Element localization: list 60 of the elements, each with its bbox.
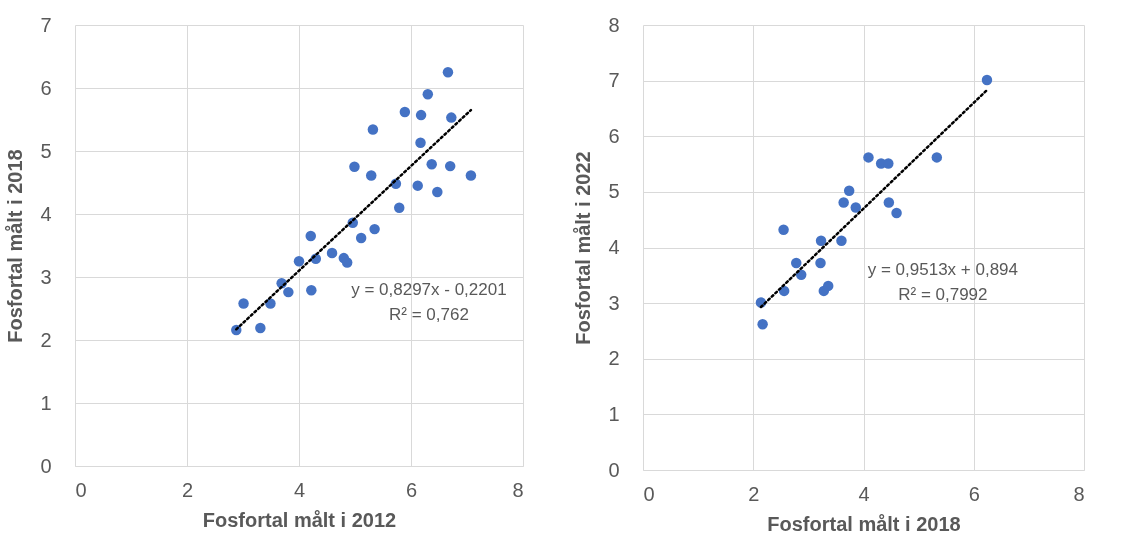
y-tick-label: 3 [40, 265, 52, 288]
x-tick-label: 4 [293, 478, 306, 501]
y-tick-label: 7 [40, 13, 52, 36]
x-axis-title: Fosfortal målt i 2018 [767, 512, 961, 535]
y-axis-title: Fosfortal målt i 2018 [4, 149, 27, 343]
annotation: R² = 0,7992 [898, 284, 988, 304]
point [283, 286, 294, 298]
point [255, 322, 266, 334]
y-tick-label: 1 [40, 391, 52, 414]
y-tick-label: 4 [608, 236, 620, 258]
x-tick-label: 2 [748, 482, 760, 505]
point [422, 89, 434, 100]
y-tick-label: 0 [40, 454, 52, 477]
point [326, 247, 338, 259]
point [432, 186, 443, 198]
annotation: y = 0,9513x + 0,894 [867, 259, 1019, 279]
point [412, 180, 423, 191]
x-tick-label: 6 [968, 482, 980, 505]
point [415, 109, 427, 121]
y-tick-label: 2 [608, 347, 620, 370]
y-axis-title: Fosfortal målt i 2022 [572, 151, 595, 345]
point [293, 256, 305, 267]
point [355, 232, 367, 244]
point [444, 160, 456, 172]
annotation: R² = 0,762 [388, 304, 469, 324]
point [394, 202, 405, 213]
y-tick-label: 3 [608, 291, 620, 314]
x-axis-title: Fosfortal målt i 2012 [202, 508, 397, 531]
y-tick-label: 1 [608, 402, 620, 425]
point [366, 170, 377, 181]
point [426, 159, 437, 170]
point [446, 112, 457, 123]
x-tick-label: 8 [512, 478, 524, 501]
x-tick-label: 8 [1073, 482, 1085, 505]
point [369, 223, 380, 235]
point [349, 161, 360, 172]
x-tick-label: 4 [858, 482, 870, 505]
x-tick-label: 0 [643, 482, 655, 505]
x-tick-label: 2 [181, 478, 194, 501]
point [367, 124, 379, 135]
y-tick-label: 7 [608, 69, 620, 92]
point [238, 298, 249, 309]
x-tick-label: 6 [405, 478, 418, 501]
y-tick-label: 4 [40, 202, 52, 225]
y-tick-label: 5 [40, 139, 52, 162]
y-tick-label: 6 [40, 76, 52, 99]
annotation: y = 0,8297x - 0,2201 [351, 279, 507, 299]
point [305, 230, 316, 242]
point [306, 285, 317, 296]
point [399, 106, 411, 118]
point [442, 67, 454, 78]
x-tick-label: 0 [75, 478, 87, 501]
point [341, 257, 353, 268]
y-tick-label: 8 [608, 13, 620, 36]
point [415, 137, 426, 149]
point [465, 170, 477, 181]
y-tick-label: 2 [40, 328, 52, 351]
y-tick-label: 6 [608, 124, 620, 147]
y-tick-label: 0 [608, 458, 620, 481]
y-tick-label: 5 [608, 180, 620, 203]
